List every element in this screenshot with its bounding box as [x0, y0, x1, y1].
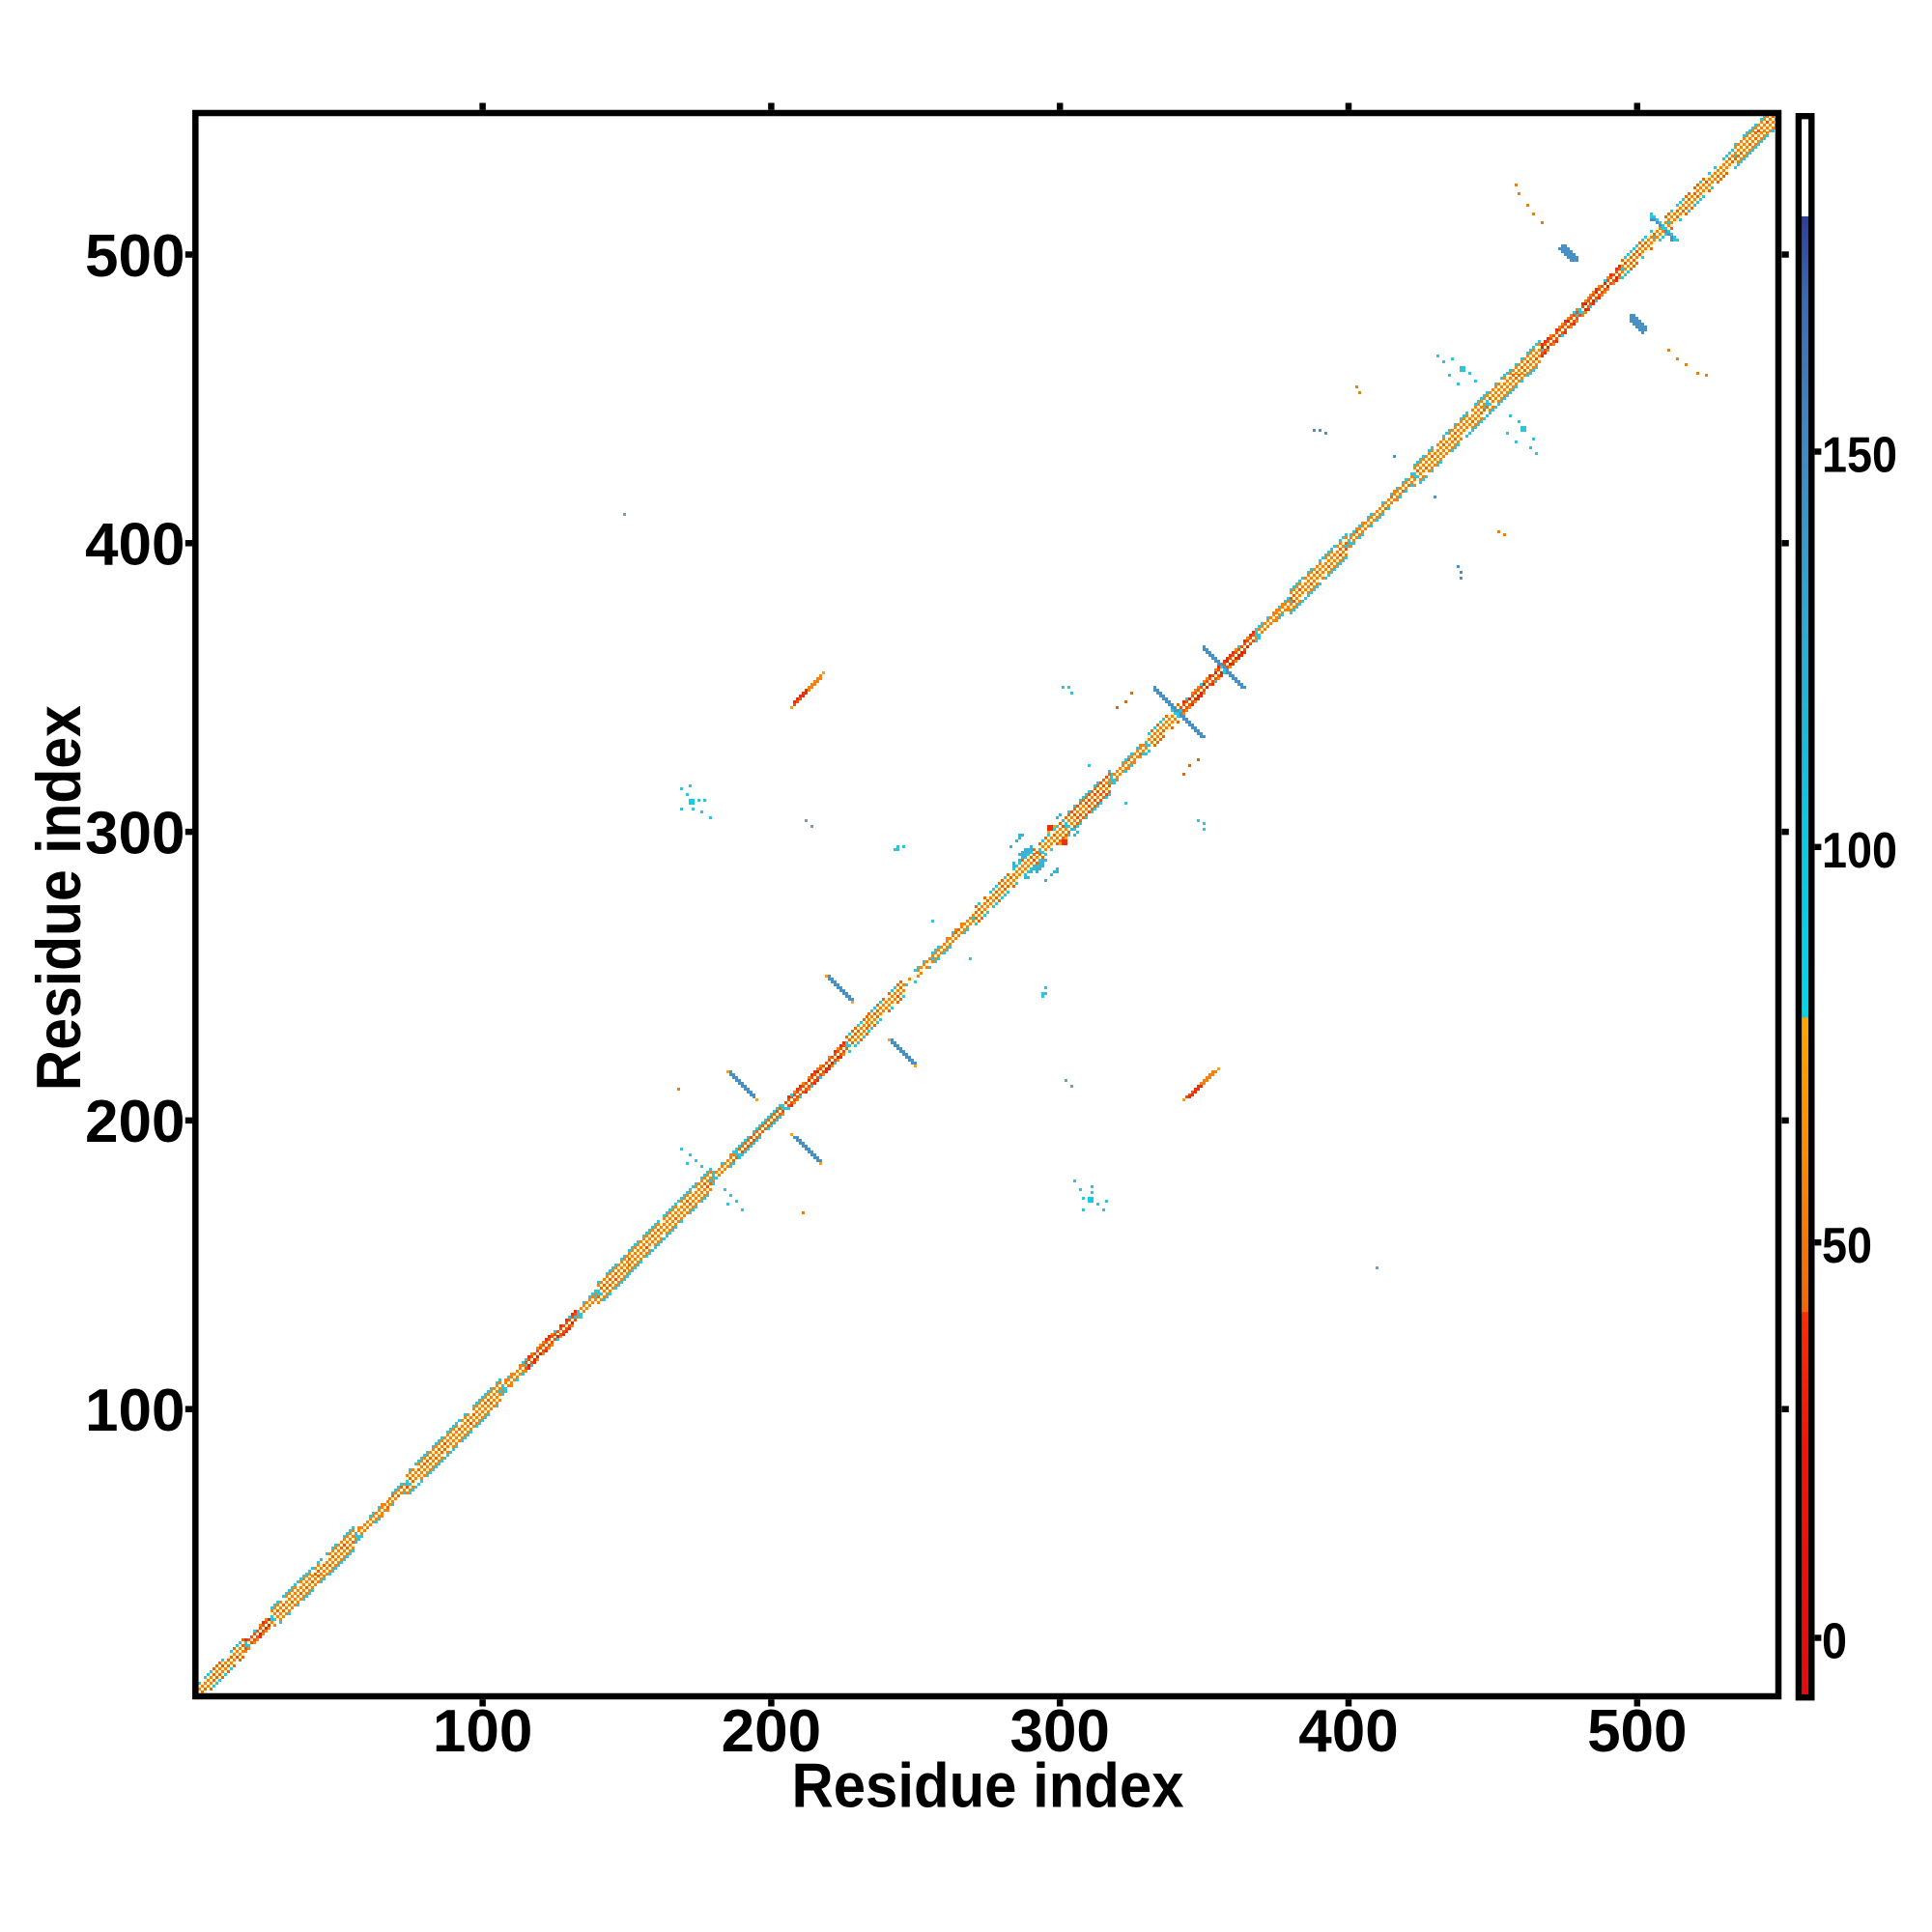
svg-text:300: 300	[1009, 1698, 1109, 1765]
svg-text:50: 50	[1822, 1218, 1872, 1274]
svg-text:100: 100	[433, 1698, 532, 1765]
svg-text:300: 300	[85, 800, 185, 867]
svg-text:Residue index: Residue index	[792, 1750, 1184, 1821]
svg-text:100: 100	[85, 1378, 185, 1444]
svg-text:400: 400	[1298, 1698, 1398, 1765]
svg-text:200: 200	[85, 1089, 185, 1155]
svg-text:400: 400	[85, 512, 185, 579]
svg-text:100: 100	[1822, 823, 1897, 879]
svg-text:200: 200	[722, 1698, 821, 1765]
svg-text:500: 500	[85, 223, 185, 290]
svg-text:0: 0	[1822, 1614, 1847, 1670]
svg-text:500: 500	[1587, 1698, 1687, 1765]
svg-text:Residue index: Residue index	[23, 705, 94, 1091]
svg-text:150: 150	[1822, 428, 1897, 484]
